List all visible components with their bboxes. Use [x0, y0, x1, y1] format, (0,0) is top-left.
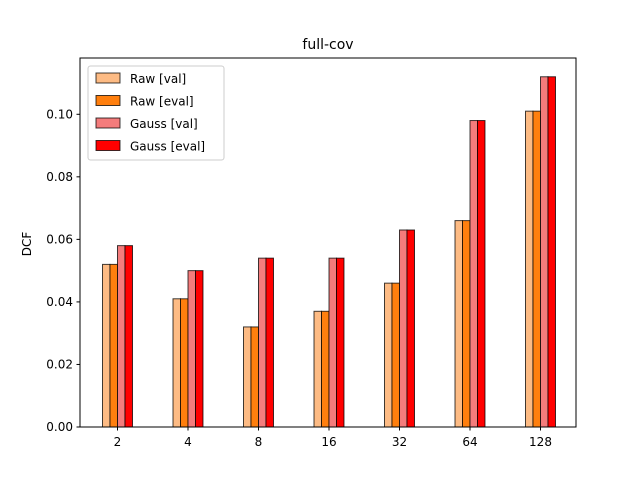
bar-raw-eval-8	[251, 327, 259, 427]
bar-raw-eval-2	[110, 264, 118, 427]
bar-raw-val-4	[173, 299, 181, 427]
bar-raw-val-8	[244, 327, 252, 427]
x-tick-label: 4	[184, 435, 192, 449]
y-tick-label: 0.10	[46, 107, 73, 121]
legend-swatch-gauss-eval	[96, 141, 120, 151]
x-tick-label: 128	[529, 435, 552, 449]
bar-raw-eval-128	[533, 111, 541, 427]
y-tick-label: 0.04	[46, 295, 73, 309]
bar-raw-eval-4	[181, 299, 189, 427]
bar-gauss-val-64	[470, 121, 478, 427]
x-tick-label: 64	[462, 435, 477, 449]
y-axis-label: DCF	[20, 232, 34, 257]
legend-label-gauss-val: Gauss [val]	[130, 117, 198, 131]
bar-raw-val-2	[103, 264, 111, 427]
bar-gauss-val-16	[329, 258, 337, 427]
legend-label-raw-val: Raw [val]	[130, 72, 186, 86]
bar-raw-eval-64	[463, 221, 471, 427]
x-tick-label: 8	[255, 435, 263, 449]
bar-gauss-eval-2	[125, 246, 133, 427]
y-tick-label: 0.02	[46, 357, 73, 371]
legend-swatch-gauss-val	[96, 118, 120, 128]
bar-gauss-eval-128	[548, 77, 556, 427]
bar-gauss-eval-16	[337, 258, 345, 427]
bar-gauss-val-4	[188, 271, 196, 427]
bar-raw-eval-16	[322, 311, 330, 427]
bar-gauss-eval-8	[266, 258, 274, 427]
y-tick-label: 0.08	[46, 170, 73, 184]
legend-swatch-raw-val	[96, 73, 120, 83]
legend: Raw [val] Raw [eval] Gauss [val] Gauss [eva…	[88, 66, 224, 160]
legend-swatch-raw-eval	[96, 96, 120, 106]
x-tick-label: 32	[392, 435, 407, 449]
bar-raw-val-128	[526, 111, 534, 427]
y-tick-label: 0.00	[46, 420, 73, 434]
bar-raw-val-32	[385, 283, 393, 427]
x-tick-label: 2	[114, 435, 122, 449]
bar-raw-eval-32	[392, 283, 400, 427]
bar-raw-val-16	[314, 311, 322, 427]
bar-gauss-eval-4	[196, 271, 204, 427]
bar-gauss-val-2	[118, 246, 126, 427]
bar-raw-val-64	[455, 221, 463, 427]
bar-gauss-eval-64	[478, 121, 486, 427]
legend-label-raw-eval: Raw [eval]	[130, 95, 194, 109]
x-tick-label: 16	[321, 435, 336, 449]
chart-title: full-cov	[302, 37, 353, 53]
bar-gauss-val-32	[400, 230, 408, 427]
bar-gauss-eval-32	[407, 230, 415, 427]
legend-label-gauss-eval: Gauss [eval]	[130, 140, 205, 154]
y-tick-label: 0.06	[46, 232, 73, 246]
bar-gauss-val-128	[541, 77, 549, 427]
bar-gauss-val-8	[259, 258, 267, 427]
